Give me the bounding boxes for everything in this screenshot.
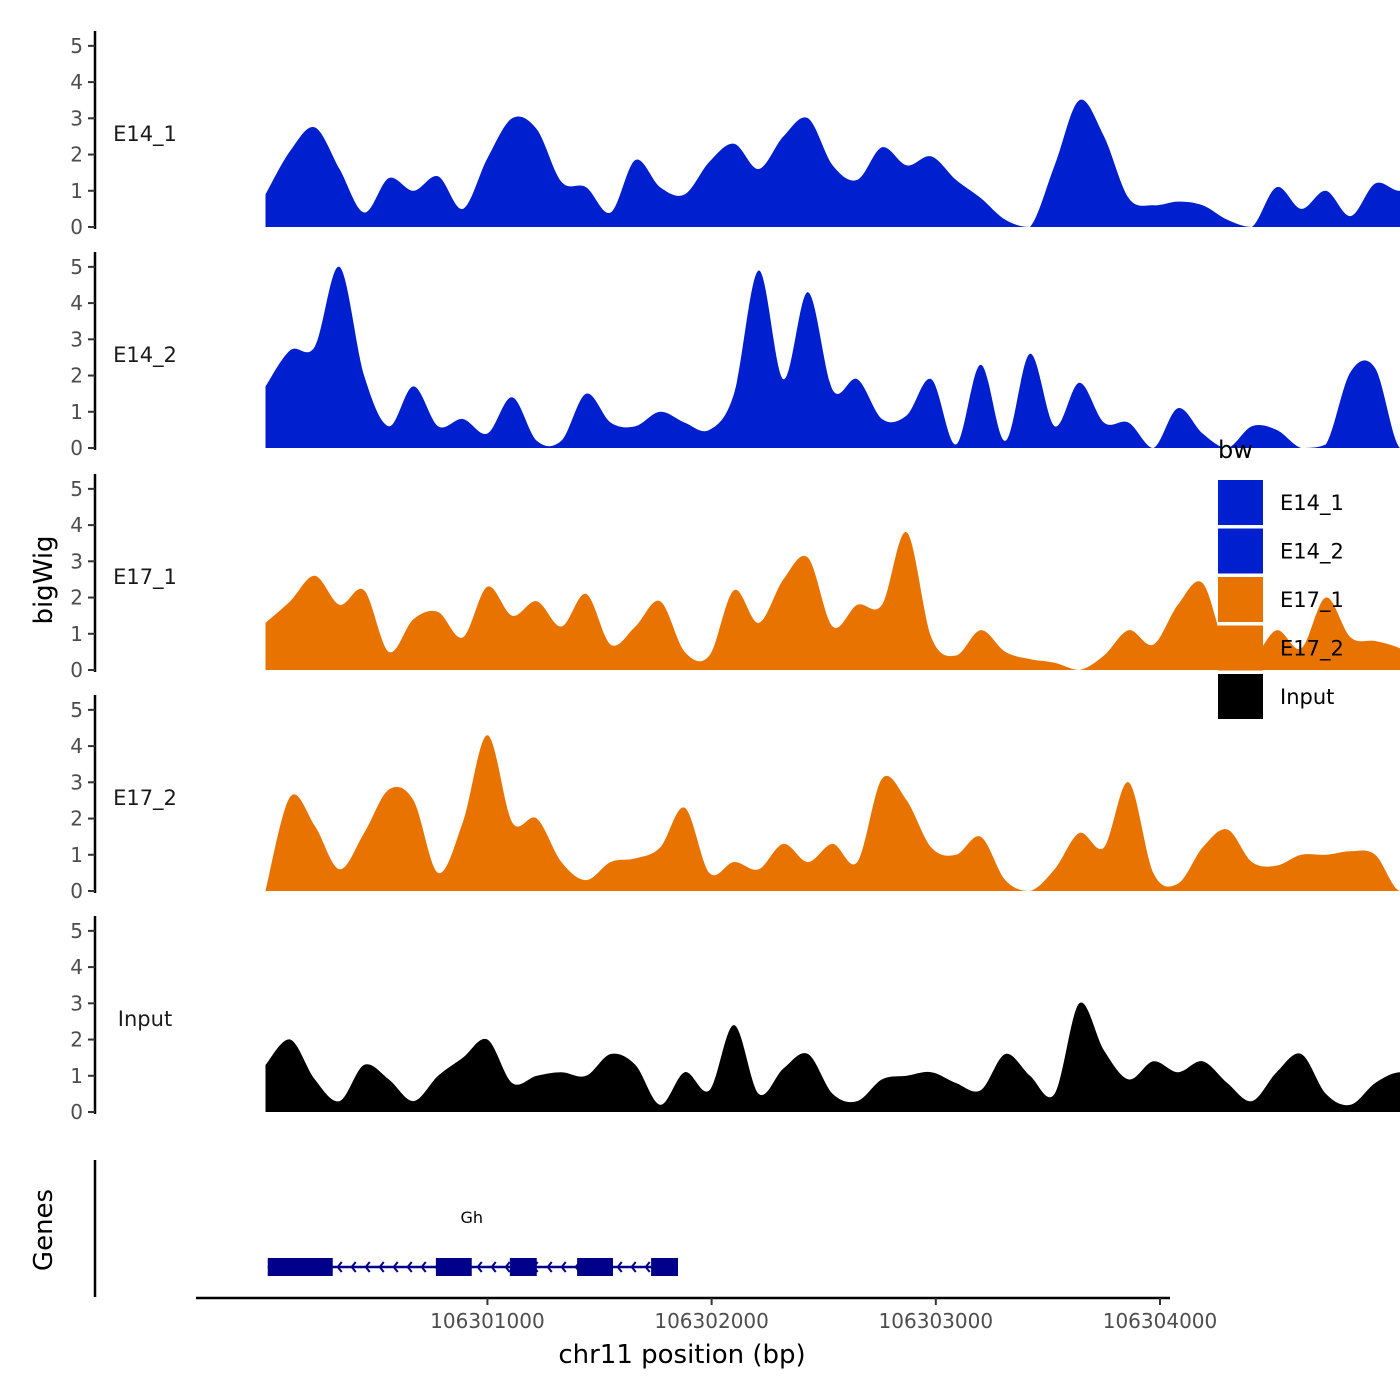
strand-arrow bbox=[504, 1261, 511, 1273]
legend-swatch bbox=[1218, 674, 1263, 719]
gene-exon bbox=[651, 1258, 678, 1276]
y-tick-label: 5 bbox=[70, 34, 83, 58]
coverage-area-E14_2 bbox=[265, 266, 1400, 448]
legend-entry-E17_2: E17_2 bbox=[1218, 625, 1344, 671]
track-E17_1: 0 1 2 3 4 5 E17_1 bbox=[70, 474, 1400, 682]
coverage-area-E17_1 bbox=[265, 532, 1400, 670]
track-label: E17_2 bbox=[113, 786, 177, 811]
y-tick-label: 0 bbox=[70, 1100, 83, 1124]
gene-track: Gh bbox=[93, 1160, 678, 1297]
legend-swatch bbox=[1218, 480, 1263, 525]
y-tick-label: 4 bbox=[70, 513, 83, 537]
track-label: E14_1 bbox=[113, 122, 177, 147]
x-tick-label: 106304000 bbox=[1103, 1309, 1218, 1333]
legend-title: bw bbox=[1218, 436, 1253, 464]
legend-label: E14_1 bbox=[1280, 491, 1344, 516]
y-tick-label: 2 bbox=[70, 143, 83, 167]
strand-arrow bbox=[560, 1261, 567, 1273]
track-E17_2: 0 1 2 3 4 5 E17_2 bbox=[70, 695, 1400, 903]
y-tick-label: 1 bbox=[70, 1064, 83, 1088]
track-label: Input bbox=[118, 1007, 172, 1031]
x-axis-title: chr11 position (bp) bbox=[558, 1340, 805, 1370]
y-tick-label: 2 bbox=[70, 586, 83, 610]
y-tick-label: 4 bbox=[70, 734, 83, 758]
strand-arrow bbox=[476, 1261, 483, 1273]
y-tick-label: 2 bbox=[70, 807, 83, 831]
y-tick-label: 0 bbox=[70, 215, 83, 239]
strand-arrow bbox=[630, 1261, 637, 1273]
x-axis: 106301000 106302000 106303000 106304000 bbox=[196, 1296, 1218, 1333]
gene-exon bbox=[509, 1258, 537, 1276]
strand-arrow bbox=[546, 1261, 553, 1273]
legend-swatch bbox=[1218, 528, 1263, 574]
legend-label: E14_2 bbox=[1280, 540, 1344, 565]
strand-arrow bbox=[392, 1261, 399, 1273]
track-label: E14_2 bbox=[113, 343, 177, 368]
legend-swatch bbox=[1218, 625, 1263, 671]
y-tick-label: 5 bbox=[70, 698, 83, 722]
coverage-area-Input bbox=[265, 1002, 1400, 1112]
y-tick-label: 2 bbox=[70, 1028, 83, 1052]
strand-arrow bbox=[420, 1261, 427, 1273]
legend-label: E17_1 bbox=[1280, 588, 1344, 613]
y-tick-label: 4 bbox=[70, 291, 83, 315]
legend-swatch bbox=[1218, 577, 1263, 622]
strand-arrow bbox=[364, 1261, 371, 1273]
x-tick-label: 106303000 bbox=[879, 1309, 994, 1333]
legend: bw E14_1 E14_2 E17_1 E17_2 Input bbox=[1218, 436, 1344, 719]
x-tick-label: 106302000 bbox=[654, 1309, 769, 1333]
legend-entry-E17_1: E17_1 bbox=[1218, 577, 1344, 622]
legend-entry-E14_2: E14_2 bbox=[1218, 528, 1344, 574]
y-tick-label: 1 bbox=[70, 400, 83, 424]
strand-arrow bbox=[644, 1261, 651, 1273]
y-tick-label: 3 bbox=[70, 106, 83, 130]
y-tick-label: 3 bbox=[70, 327, 83, 351]
x-tick-label: 106301000 bbox=[430, 1309, 545, 1333]
legend-entry-E14_1: E14_1 bbox=[1218, 480, 1344, 525]
track-E14_1: 0 1 2 3 4 5 E14_1 bbox=[70, 31, 1400, 239]
legend-label: E17_2 bbox=[1280, 637, 1344, 662]
y-tick-label: 0 bbox=[70, 658, 83, 682]
strand-arrow bbox=[336, 1261, 343, 1273]
y-tick-label: 0 bbox=[70, 879, 83, 903]
track-Input: 0 1 2 3 4 5 Input bbox=[70, 916, 1400, 1124]
y-tick-label: 2 bbox=[70, 364, 83, 388]
y-tick-label: 3 bbox=[70, 770, 83, 794]
y-tick-label: 0 bbox=[70, 436, 83, 460]
y-tick-label: 1 bbox=[70, 843, 83, 867]
y-tick-label: 4 bbox=[70, 70, 83, 94]
track-label: E17_1 bbox=[113, 565, 177, 590]
strand-arrow bbox=[616, 1261, 623, 1273]
coverage-area-E17_2 bbox=[265, 735, 1400, 891]
strand-arrow bbox=[490, 1261, 497, 1273]
y-tick-label: 1 bbox=[70, 622, 83, 646]
track-E14_2: 0 1 2 3 4 5 E14_2 bbox=[70, 252, 1400, 460]
y-tick-label: 1 bbox=[70, 179, 83, 203]
y-tick-label: 5 bbox=[70, 919, 83, 943]
strand-arrow bbox=[350, 1261, 357, 1273]
strand-arrow bbox=[378, 1261, 385, 1273]
y-tick-label: 3 bbox=[70, 549, 83, 573]
gene-exon bbox=[577, 1258, 613, 1276]
y-tick-label: 4 bbox=[70, 955, 83, 979]
legend-entry-Input: Input bbox=[1218, 674, 1334, 719]
coverage-tracks: 0 1 2 3 4 5 E14_1 0 1 2 3 4 5 E14_2 0 1 2 3 4 5 E17_1 0 1 2 3 4 5 E… bbox=[70, 31, 1400, 1124]
gene-exon bbox=[267, 1258, 333, 1276]
y-tick-label: 3 bbox=[70, 991, 83, 1015]
y-axis-title: bigWig bbox=[29, 535, 59, 624]
genes-track-title: Genes bbox=[29, 1189, 59, 1271]
gene-exon bbox=[435, 1258, 472, 1276]
y-tick-label: 5 bbox=[70, 255, 83, 279]
legend-label: Input bbox=[1280, 685, 1334, 709]
gene-name-label: Gh bbox=[460, 1208, 483, 1227]
coverage-area-E14_1 bbox=[265, 99, 1400, 227]
y-tick-label: 5 bbox=[70, 477, 83, 501]
strand-arrow bbox=[406, 1261, 413, 1273]
